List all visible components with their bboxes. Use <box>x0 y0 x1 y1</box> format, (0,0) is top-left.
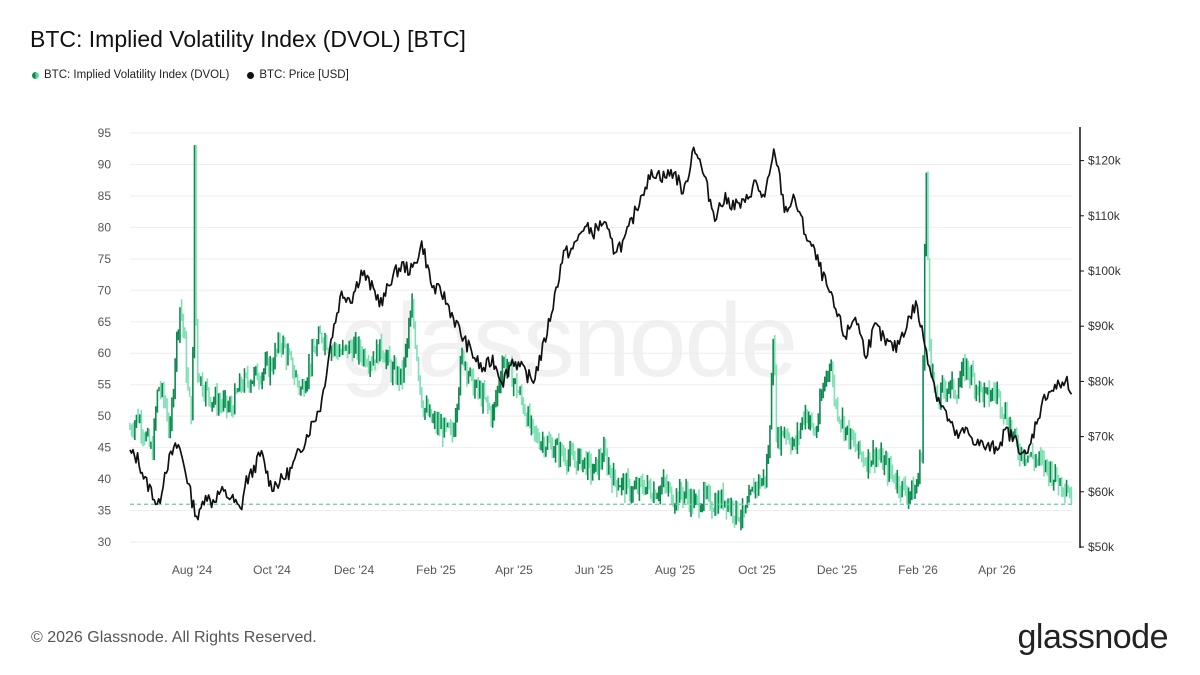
left-tick-label: 50 <box>98 409 112 423</box>
grid <box>130 132 1072 543</box>
brand-logo[interactable]: glassnode <box>1017 618 1168 656</box>
left-tick-label: 75 <box>98 252 112 266</box>
price-series[interactable] <box>129 146 1073 521</box>
legend-price-dot-icon <box>247 71 255 79</box>
legend-item-dvol[interactable]: BTC: Implied Volatility Index (DVOL) <box>32 69 229 81</box>
left-tick-label: 65 <box>98 315 112 329</box>
left-tick-label: 95 <box>98 126 112 140</box>
left-tick-label: 35 <box>98 504 112 518</box>
right-tick-label: $120k <box>1088 154 1122 168</box>
x-tick-label: Dec '25 <box>817 563 858 577</box>
right-tick-label: $60k <box>1088 485 1115 499</box>
x-tick-label: Jun '25 <box>575 563 614 577</box>
right-tick-label: $80k <box>1088 374 1115 388</box>
x-tick-label: Dec '24 <box>334 563 375 577</box>
right-tick-label: $50k <box>1088 540 1115 554</box>
legend-price-label: BTC: Price [USD] <box>259 69 349 81</box>
legend-item-price[interactable]: BTC: Price [USD] <box>247 69 349 81</box>
right-tick-label: $70k <box>1088 430 1115 444</box>
price-line <box>129 146 1073 521</box>
x-tick-label: Oct '24 <box>253 563 291 577</box>
dvol-series[interactable] <box>129 145 1073 531</box>
left-tick-label: 55 <box>98 378 112 392</box>
left-tick-label: 45 <box>98 441 112 455</box>
left-tick-label: 80 <box>98 220 112 234</box>
x-tick-label: Oct '25 <box>738 563 776 577</box>
x-tick-label: Apr '26 <box>978 563 1016 577</box>
x-tick-label: Aug '24 <box>172 563 213 577</box>
legend-dvol-label: BTC: Implied Volatility Index (DVOL) <box>44 69 230 81</box>
chart-title: BTC: Implied Volatility Index (DVOL) [BT… <box>30 26 466 52</box>
copyright-notice: © 2026 Glassnode. All Rights Reserved. <box>31 629 317 646</box>
left-tick-label: 90 <box>98 157 112 171</box>
x-axis: Aug '24 Oct '24 Dec '24 Feb '25 Apr '25 Jun '… <box>172 563 1016 577</box>
legend: BTC: Implied Volatility Index (DVOL) BTC… <box>32 69 349 81</box>
x-tick-label: Apr '25 <box>495 563 533 577</box>
left-tick-label: 30 <box>98 535 112 549</box>
legend-dvol-dot-icon <box>32 71 39 79</box>
right-y-axis: $50k $60k $70k $80k $90k $100k $110k $120k <box>1079 127 1122 554</box>
left-tick-label: 70 <box>98 283 112 297</box>
right-tick-label: $110k <box>1088 209 1121 223</box>
x-tick-label: Feb '25 <box>416 563 456 577</box>
x-tick-label: Feb '26 <box>898 563 938 577</box>
right-tick-label: $90k <box>1088 319 1115 333</box>
x-tick-label: Aug '25 <box>655 563 696 577</box>
left-tick-label: 85 <box>98 189 112 203</box>
right-tick-label: $100k <box>1088 264 1122 278</box>
left-tick-label: 40 <box>98 472 112 486</box>
left-tick-label: 60 <box>98 346 112 360</box>
left-y-axis: 30 35 40 45 50 55 60 65 70 75 80 85 90 95 <box>98 126 112 549</box>
